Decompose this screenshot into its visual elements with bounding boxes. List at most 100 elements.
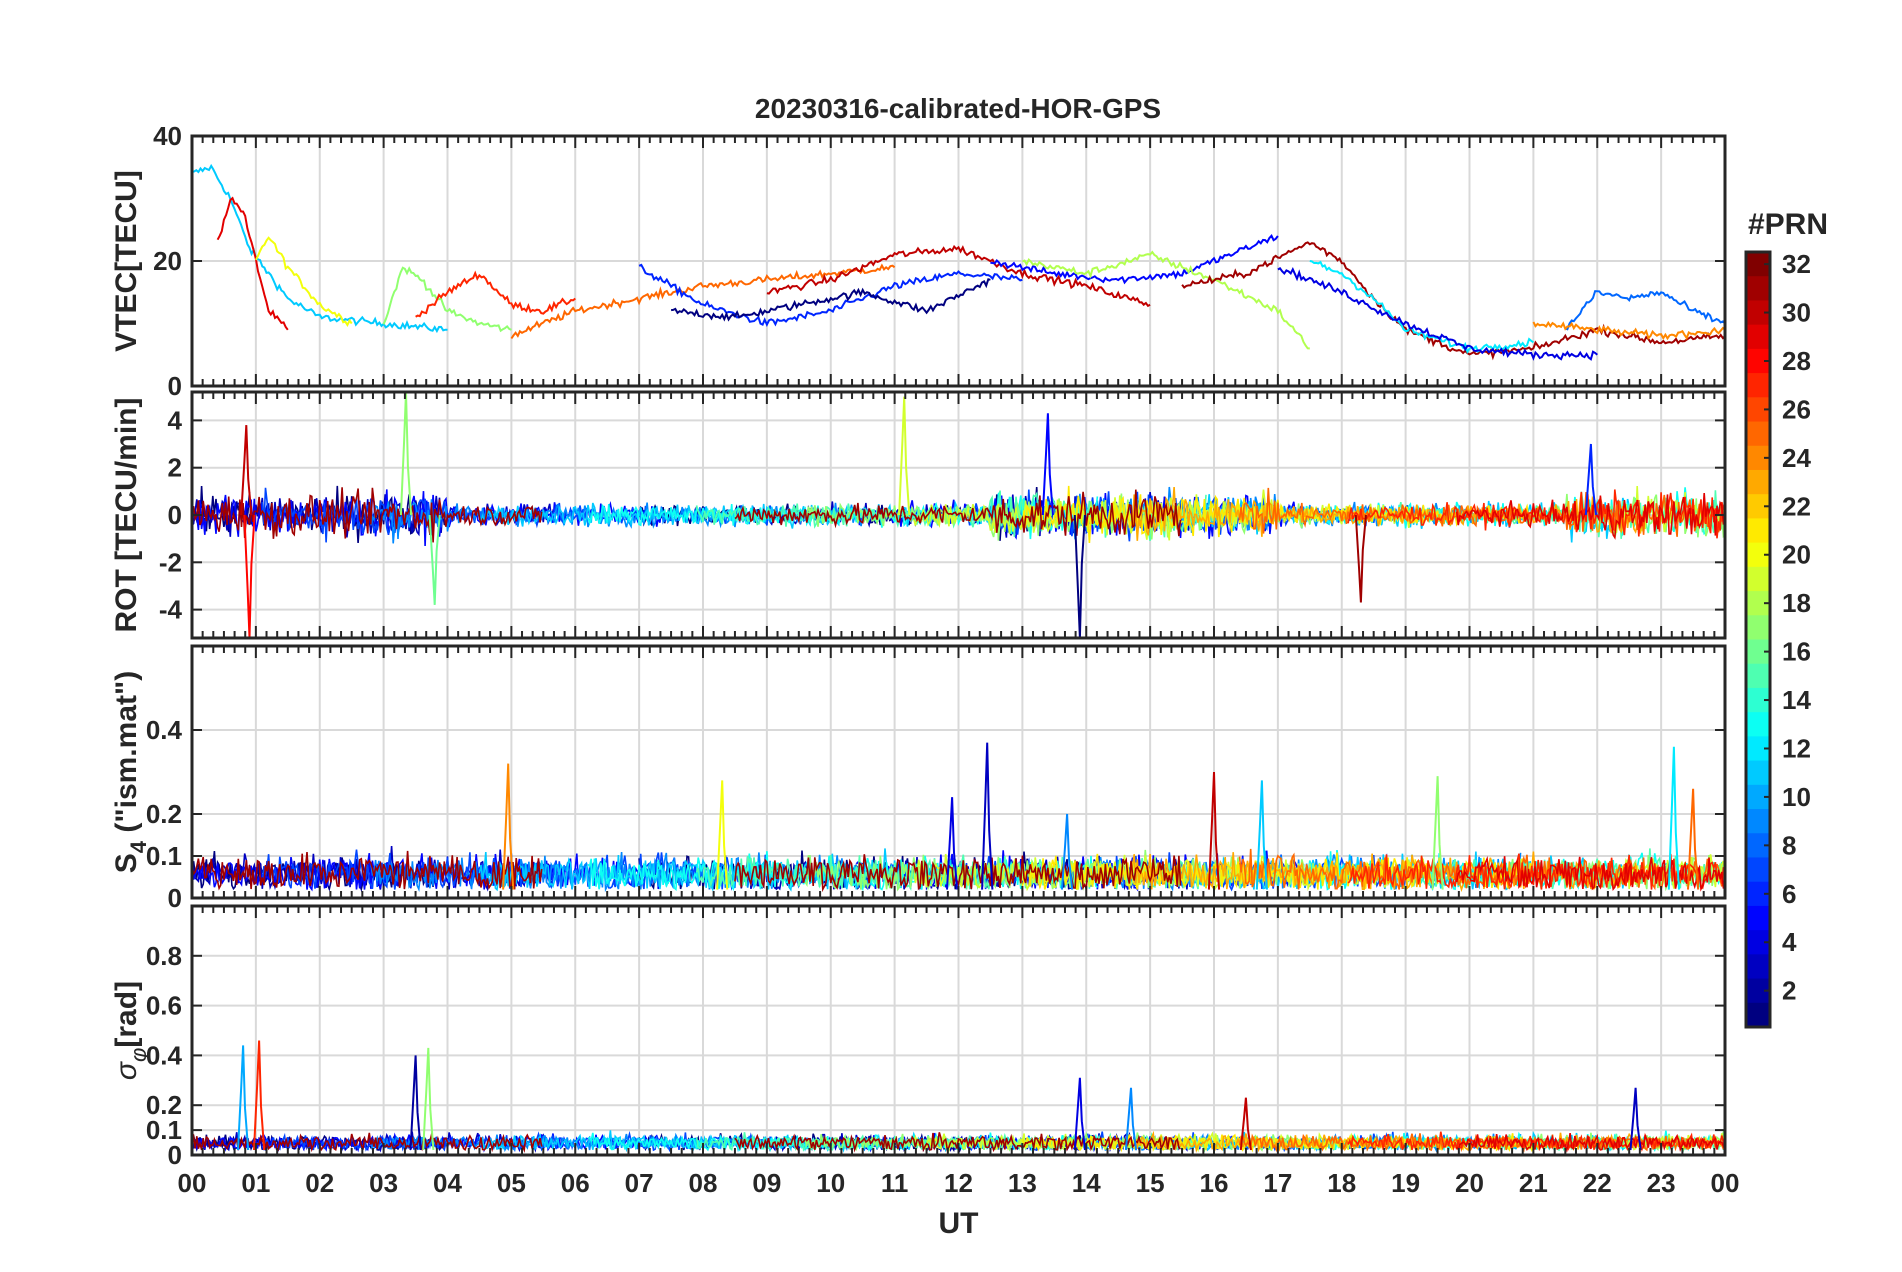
s4-peak-prn-24: [502, 763, 515, 890]
vtec-trace-prn-29: [216, 196, 289, 331]
x-tick-label: 17: [1263, 1168, 1292, 1198]
x-tick-label: 11: [881, 1168, 909, 1198]
colorbar-tick-label: 8: [1782, 830, 1796, 860]
colorbar-swatch: [1746, 760, 1770, 786]
vtec-ytick-label: 0: [168, 371, 182, 401]
sigma_phi-ytick-label: 0.8: [146, 941, 182, 971]
colorbar-tick-label: 16: [1782, 637, 1811, 667]
rot-peak-prn-1: [1073, 514, 1086, 638]
s4-ytick-label: 0.1: [146, 841, 182, 871]
vtec-trace-prn-25: [510, 263, 896, 340]
x-tick-label: 03: [369, 1168, 398, 1198]
s4-trace-prn-29: [1455, 855, 1725, 892]
s4-trace-prn-25: [1238, 848, 1725, 893]
colorbar-swatch: [1746, 518, 1770, 544]
s4-peak-prn-9: [1061, 813, 1074, 890]
sigma_phi-peak-prn-17: [422, 1047, 435, 1151]
s4-trace-prn-31: [192, 850, 1182, 893]
rot-peak-prn-5: [1041, 413, 1054, 516]
x-tick-label: 00: [1711, 1168, 1740, 1198]
colorbar-swatch: [1746, 905, 1770, 931]
panel-s4: 0 0.1 0.2 0.4S4 ("ism.mat"): [110, 644, 1727, 913]
panel-vtec: 0 20 40 VTEC[TECU]: [110, 121, 1727, 401]
rot-peak-prn-17: [399, 392, 413, 516]
colorbar-tick-label: 28: [1782, 346, 1811, 376]
s4-peak-prn-17: [1431, 776, 1444, 890]
s4-peak-prn-20: [716, 780, 729, 890]
rot-ytick-label: -4: [159, 595, 183, 625]
vtec-traces: [192, 163, 1725, 361]
vtec-trace-prn-6: [638, 263, 1023, 327]
sigma_phi-ytick-label: 0.2: [146, 1090, 182, 1120]
sigma_phi-peak-prn-27: [253, 1040, 266, 1151]
rot-trace-prn-31: [192, 487, 1182, 543]
rot-peak-prn-16: [428, 514, 441, 605]
colorbar-tick-label: 20: [1782, 540, 1811, 570]
colorbar-swatch: [1746, 276, 1770, 302]
s4-x-ticks: [191, 646, 1726, 898]
rot-ytick-label: 4: [168, 405, 183, 435]
rot-trace-prn-29: [1455, 493, 1725, 540]
colorbar-swatch: [1746, 615, 1770, 641]
rot-traces: [192, 392, 1725, 638]
colorbar-tick-label: 30: [1782, 298, 1811, 328]
vtec-trace-prn-24: [1532, 320, 1725, 341]
vtec-ytick-label: 20: [153, 246, 182, 276]
colorbar-tick-label: 32: [1782, 249, 1811, 279]
rot-ytick-label: 0: [168, 500, 182, 530]
vtec-x-ticks: [191, 136, 1726, 386]
x-tick-label: 10: [816, 1168, 845, 1198]
x-tick-label: 15: [1136, 1168, 1165, 1198]
x-tick-label: 05: [497, 1168, 526, 1198]
s4-peak-prn-12: [1667, 746, 1680, 890]
x-tick-label: 04: [433, 1168, 462, 1198]
vtec-trace-prn-8: [1564, 290, 1725, 331]
colorbar-swatch: [1746, 566, 1770, 592]
vtec-trace-prn-18: [1022, 250, 1310, 350]
rot-peak-prn-28: [243, 514, 256, 638]
vtec-ytick-label: 40: [153, 121, 182, 151]
x-tick-label: 20: [1455, 1168, 1484, 1198]
colorbar-tick-label: 14: [1782, 685, 1811, 715]
x-tick-label: 16: [1200, 1168, 1229, 1198]
colorbar-tick-label: 6: [1782, 879, 1796, 909]
s4-ytick-label: 0: [168, 883, 182, 913]
sigma_phi-ylabel: σφ[rad]: [110, 981, 151, 1080]
colorbar-swatch: [1746, 324, 1770, 350]
panel-sigma_phi: 00.10.2 0.4 0.6 0.8 σφ[rad]: [110, 904, 1727, 1170]
vtec-trace-prn-1: [671, 278, 991, 322]
sigma_phi-ytick-label: 0.1: [146, 1115, 182, 1145]
x-tick-label: 06: [561, 1168, 590, 1198]
x-tick-label: 08: [689, 1168, 718, 1198]
colorbar-tick-label: 4: [1782, 927, 1797, 957]
x-tick-label: 18: [1327, 1168, 1356, 1198]
sigma_phi-ytick-label: 0.4: [146, 1040, 183, 1070]
x-tick-label: 09: [752, 1168, 781, 1198]
s4-peak-prn-30: [1207, 771, 1221, 890]
s4-peak-prn-4: [946, 797, 959, 890]
s4-ytick-label: 0.4: [146, 715, 183, 745]
colorbar-swatch: [1746, 809, 1770, 834]
rot-ytick-label: 2: [168, 453, 182, 483]
x-tick-label: 22: [1583, 1168, 1612, 1198]
rot-peak-prn-19: [898, 396, 911, 516]
x-tick-label: 12: [944, 1168, 973, 1198]
s4-ytick-label: 0.2: [146, 799, 182, 829]
colorbar-swatch: [1746, 1002, 1770, 1028]
colorbar-swatch: [1746, 712, 1770, 737]
rot-x-ticks: [191, 392, 1726, 638]
colorbar-swatch: [1746, 469, 1770, 495]
colorbar-tick-label: 18: [1782, 588, 1811, 618]
vtec-trace-prn-17: [382, 266, 512, 333]
vtec-trace-prn-11: [192, 163, 448, 334]
sigma_phi-peak-prn-30: [1239, 1097, 1252, 1151]
sigma_phi-x-ticks: [191, 906, 1726, 1155]
colorbar-tick-label: 12: [1782, 733, 1811, 763]
sigma_phi-peak-prn-4: [1073, 1077, 1086, 1151]
sigma_phi-peak-prn-10: [237, 1045, 250, 1151]
colorbar-tick-label: 26: [1782, 394, 1811, 424]
rot-ylabel: ROT [TECU/min]: [110, 398, 143, 633]
vtec-trace-prn-30: [766, 244, 1151, 308]
